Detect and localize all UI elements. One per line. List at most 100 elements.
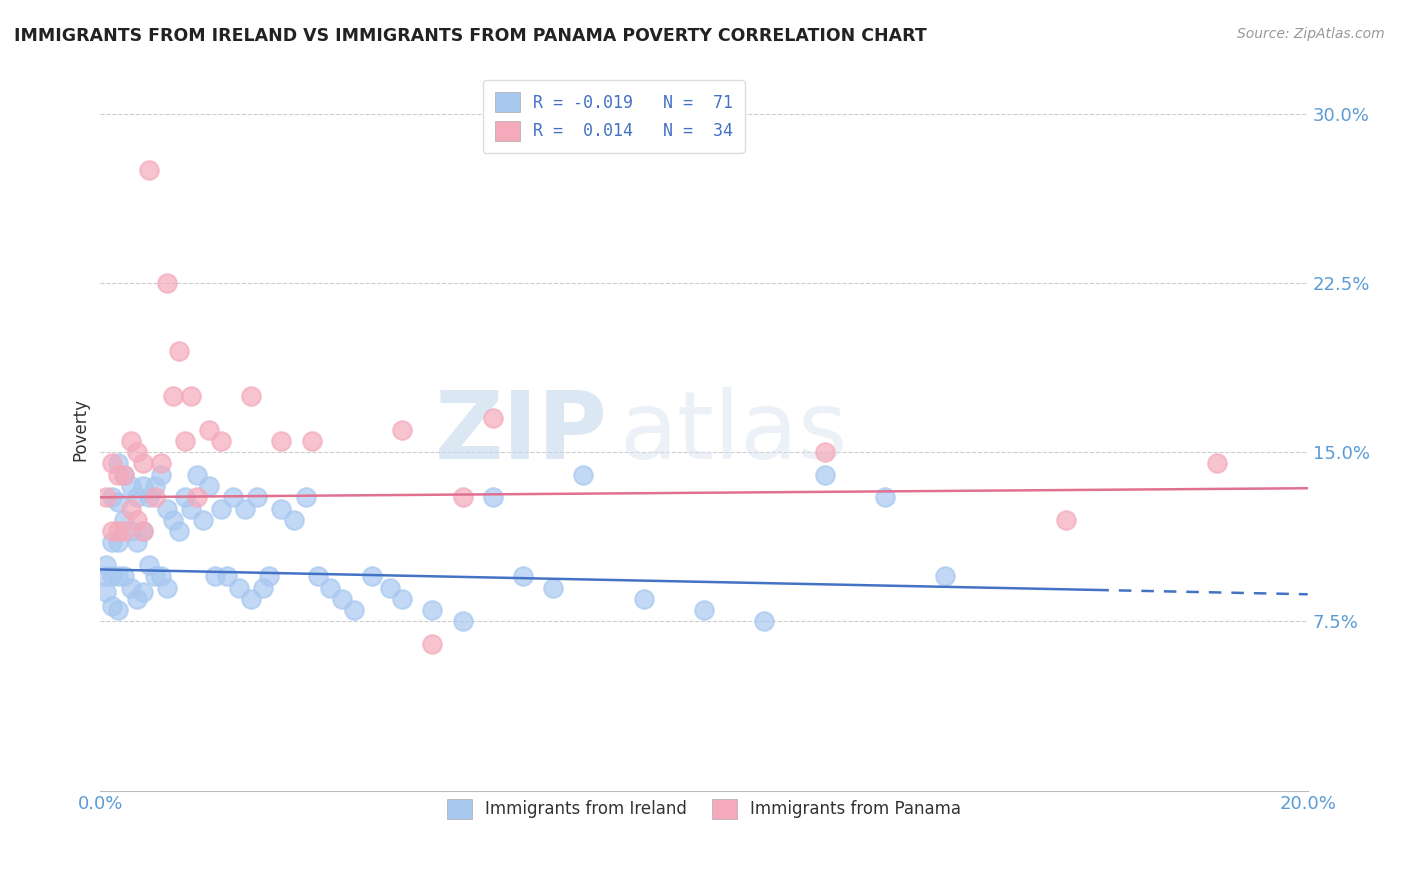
Point xyxy=(107,524,129,538)
Point xyxy=(114,467,136,482)
Point xyxy=(270,434,292,448)
Point xyxy=(186,490,208,504)
Point xyxy=(934,569,956,583)
Point xyxy=(114,513,136,527)
Point xyxy=(512,569,534,583)
Point xyxy=(138,490,160,504)
Point xyxy=(240,591,263,606)
Point xyxy=(233,501,256,516)
Point xyxy=(101,490,124,504)
Point xyxy=(173,490,195,504)
Legend: Immigrants from Ireland, Immigrants from Panama: Immigrants from Ireland, Immigrants from… xyxy=(440,792,967,826)
Point xyxy=(131,479,153,493)
Point xyxy=(167,343,190,358)
Point xyxy=(131,524,153,538)
Point xyxy=(198,423,221,437)
Point xyxy=(240,389,263,403)
Point xyxy=(149,569,172,583)
Point xyxy=(228,581,250,595)
Point xyxy=(186,467,208,482)
Point xyxy=(481,411,503,425)
Point xyxy=(330,591,353,606)
Point xyxy=(125,445,148,459)
Point xyxy=(294,490,316,504)
Point xyxy=(156,581,179,595)
Point xyxy=(96,569,118,583)
Point xyxy=(120,479,142,493)
Point xyxy=(173,434,195,448)
Point xyxy=(120,524,142,538)
Point xyxy=(143,490,166,504)
Point xyxy=(222,490,245,504)
Point xyxy=(138,163,160,178)
Point xyxy=(131,585,153,599)
Point xyxy=(343,603,366,617)
Point xyxy=(101,569,124,583)
Point xyxy=(101,457,124,471)
Point xyxy=(143,479,166,493)
Point xyxy=(101,535,124,549)
Point xyxy=(633,591,655,606)
Point xyxy=(204,569,226,583)
Point xyxy=(143,569,166,583)
Point xyxy=(693,603,716,617)
Point xyxy=(180,501,202,516)
Point xyxy=(96,585,118,599)
Text: IMMIGRANTS FROM IRELAND VS IMMIGRANTS FROM PANAMA POVERTY CORRELATION CHART: IMMIGRANTS FROM IRELAND VS IMMIGRANTS FR… xyxy=(14,27,927,45)
Point xyxy=(875,490,897,504)
Point xyxy=(541,581,564,595)
Point xyxy=(198,479,221,493)
Point xyxy=(481,490,503,504)
Text: ZIP: ZIP xyxy=(434,387,607,479)
Point xyxy=(814,445,837,459)
Point xyxy=(149,467,172,482)
Point xyxy=(180,389,202,403)
Y-axis label: Poverty: Poverty xyxy=(72,398,89,461)
Point xyxy=(814,467,837,482)
Point xyxy=(451,615,474,629)
Point xyxy=(120,434,142,448)
Point xyxy=(107,457,129,471)
Point xyxy=(162,389,184,403)
Point xyxy=(307,569,329,583)
Point xyxy=(107,603,129,617)
Point xyxy=(259,569,281,583)
Point xyxy=(101,524,124,538)
Point xyxy=(96,490,118,504)
Text: Source: ZipAtlas.com: Source: ZipAtlas.com xyxy=(1237,27,1385,41)
Point xyxy=(101,599,124,613)
Point xyxy=(378,581,401,595)
Point xyxy=(191,513,214,527)
Point xyxy=(107,535,129,549)
Point xyxy=(125,490,148,504)
Point xyxy=(96,558,118,572)
Point xyxy=(572,467,595,482)
Point xyxy=(131,457,153,471)
Point xyxy=(120,581,142,595)
Point xyxy=(125,513,148,527)
Point xyxy=(107,467,129,482)
Point xyxy=(246,490,269,504)
Point xyxy=(114,524,136,538)
Point xyxy=(283,513,305,527)
Point xyxy=(319,581,342,595)
Point xyxy=(422,603,444,617)
Point xyxy=(451,490,474,504)
Point xyxy=(209,434,232,448)
Point xyxy=(754,615,776,629)
Point xyxy=(1054,513,1077,527)
Point xyxy=(270,501,292,516)
Point xyxy=(156,276,179,290)
Point xyxy=(107,495,129,509)
Point xyxy=(125,591,148,606)
Point xyxy=(107,569,129,583)
Point xyxy=(422,637,444,651)
Point xyxy=(167,524,190,538)
Point xyxy=(217,569,239,583)
Point xyxy=(138,558,160,572)
Point xyxy=(162,513,184,527)
Point xyxy=(301,434,323,448)
Point xyxy=(120,501,142,516)
Point xyxy=(149,457,172,471)
Point xyxy=(391,591,413,606)
